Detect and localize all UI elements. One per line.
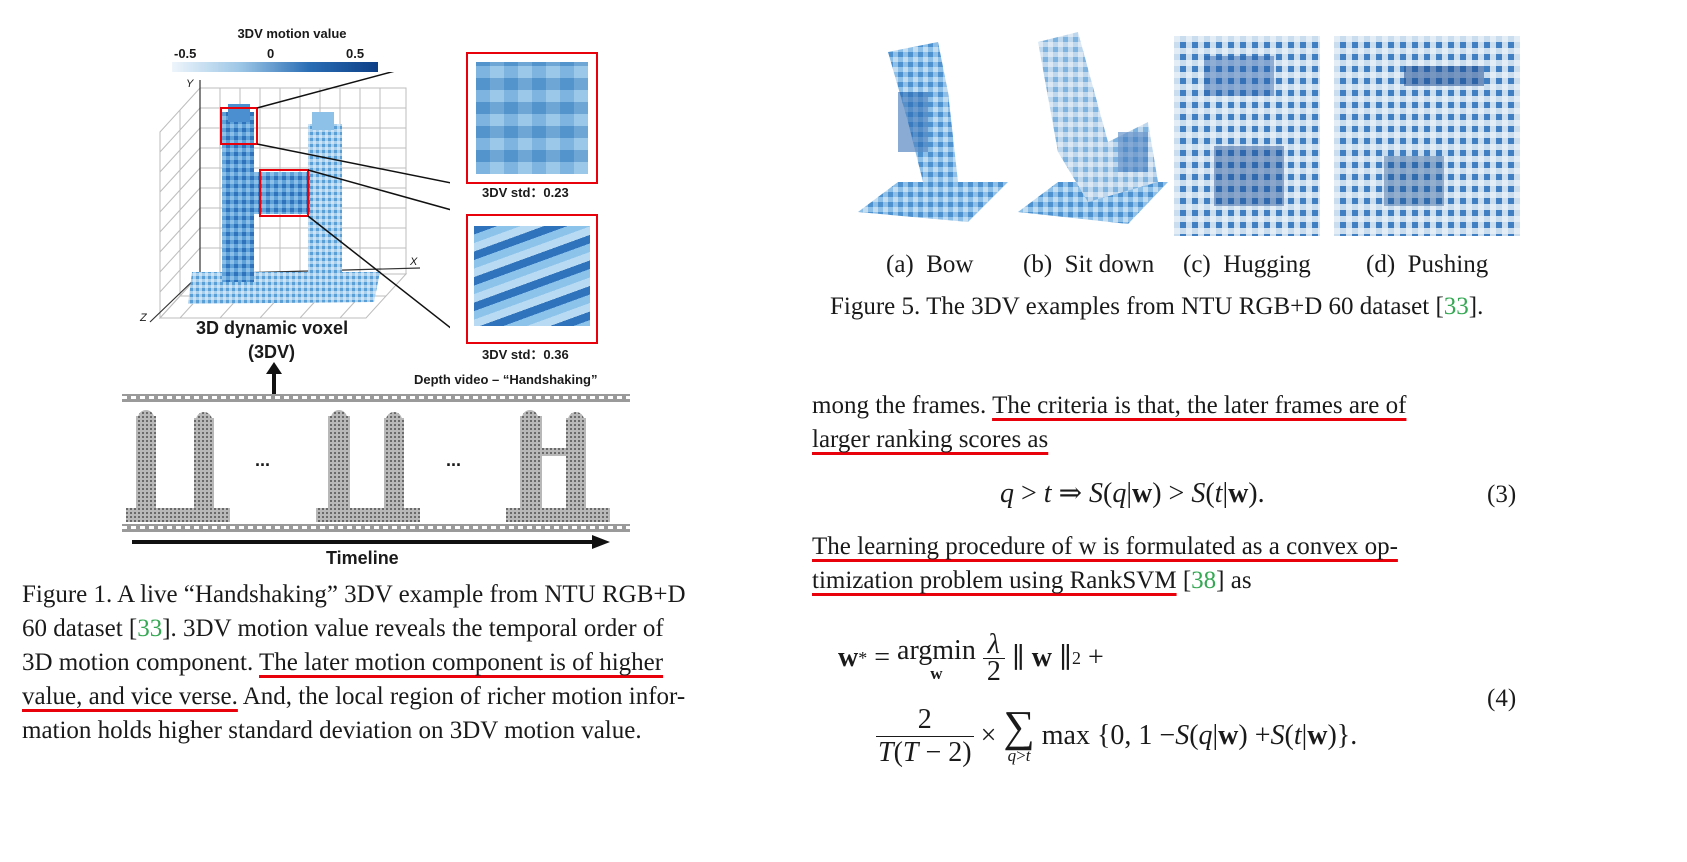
caption-line-3: 3D motion component. The later motion co…	[22, 649, 664, 676]
highlight-underline: value, and vice verse.	[22, 683, 238, 710]
citation-38[interactable]: 38	[1191, 567, 1217, 594]
body-line-4: timization problem using RankSVM [38] as	[812, 567, 1252, 594]
video-title: Depth video – “Handshaking”	[414, 372, 598, 387]
zoom-bottom-std: 3DV std：0.36	[482, 347, 569, 362]
axis-z-label: Z	[140, 312, 147, 324]
ellipsis-1: ...	[255, 450, 271, 470]
colorbar	[172, 62, 378, 72]
axis-x-label: X	[410, 256, 418, 268]
caption-line-4: value, and vice verse. And, the local re…	[22, 683, 686, 710]
caption-line-5: mation holds higher standard deviation o…	[22, 717, 642, 744]
highlight-underline: The later motion component is of higher	[259, 649, 664, 676]
film-strip	[122, 394, 630, 534]
subfig-d-image	[1334, 36, 1520, 236]
highlight-underline: larger ranking scores as	[812, 426, 1049, 453]
highlight-underline: The criteria is that, the later frames a…	[992, 392, 1407, 419]
subfig-a-image	[858, 42, 1008, 222]
highlight-underline: timization problem using RankSVM	[812, 567, 1177, 594]
colorbar-tick-zero: 0	[267, 46, 275, 61]
subfig-a-caption: (a) Bow	[886, 251, 974, 278]
axis-y-label: Y	[186, 78, 194, 90]
caption-line-1: Figure 1. A live “Handshaking” 3DV examp…	[22, 581, 686, 608]
subfig-b-caption: (b) Sit down	[1023, 251, 1155, 278]
equation-3: q > t ⇒ S(q|w) > S(t|w).	[1000, 478, 1265, 509]
citation-33[interactable]: 33	[137, 615, 163, 642]
caption-line-2: 60 dataset [33]. 3DV motion value reveal…	[22, 615, 664, 642]
ellipsis-2: ...	[446, 450, 462, 470]
figure5-images	[858, 32, 1520, 236]
subfig-c-caption: (c) Hugging	[1183, 251, 1311, 278]
zoom-box-top	[466, 52, 598, 184]
subfig-b-image	[1018, 32, 1168, 224]
subfig-d-caption: (d) Pushing	[1366, 251, 1489, 278]
highlight-underline: The learning procedure of w is formulate…	[812, 533, 1398, 560]
voxel-label-line1: 3D dynamic voxel	[196, 318, 349, 338]
up-arrow	[266, 362, 282, 396]
depth-frames	[126, 410, 610, 522]
equation-3-number: (3)	[1487, 481, 1517, 508]
subfig-c-image	[1174, 36, 1320, 236]
voxel-label-line2: (3DV)	[248, 342, 296, 362]
figure1-caption: Figure 1. A live “Handshaking” 3DV examp…	[22, 578, 734, 748]
timeline-arrow	[132, 535, 610, 549]
equation-4-number: (4)	[1487, 685, 1517, 712]
body-line-1: mong the frames. The criteria is that, t…	[812, 392, 1407, 419]
body-line-2: larger ranking scores as	[812, 423, 1048, 457]
colorbar-tick-max: 0.5	[346, 46, 365, 61]
figure5-caption: Figure 5. The 3DV examples from NTU RGB+…	[830, 293, 1484, 320]
colorbar-tick-min: -0.5	[174, 46, 197, 61]
timeline-label: Timeline	[326, 548, 399, 568]
colorbar-title: 3DV motion value	[237, 26, 347, 41]
zoom-top-std: 3DV std：0.23	[482, 185, 569, 200]
citation-33[interactable]: 33	[1443, 293, 1469, 320]
voxel-3d-plot	[149, 72, 450, 329]
body-line-3: The learning procedure of w is formulate…	[812, 530, 1398, 564]
zoom-box-bottom	[466, 214, 598, 344]
